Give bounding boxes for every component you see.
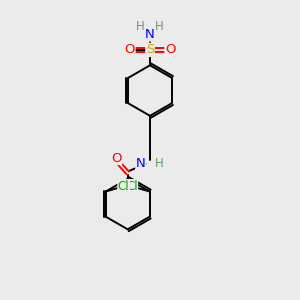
Text: H: H bbox=[136, 20, 145, 33]
Text: S: S bbox=[146, 43, 154, 56]
Text: Cl: Cl bbox=[118, 180, 130, 193]
Text: H: H bbox=[155, 158, 164, 170]
Text: N: N bbox=[145, 28, 155, 41]
Text: H: H bbox=[155, 20, 164, 33]
Text: N: N bbox=[136, 158, 146, 170]
Text: Cl: Cl bbox=[126, 180, 138, 193]
Text: O: O bbox=[124, 43, 135, 56]
Text: O: O bbox=[111, 152, 122, 164]
Text: O: O bbox=[165, 43, 175, 56]
